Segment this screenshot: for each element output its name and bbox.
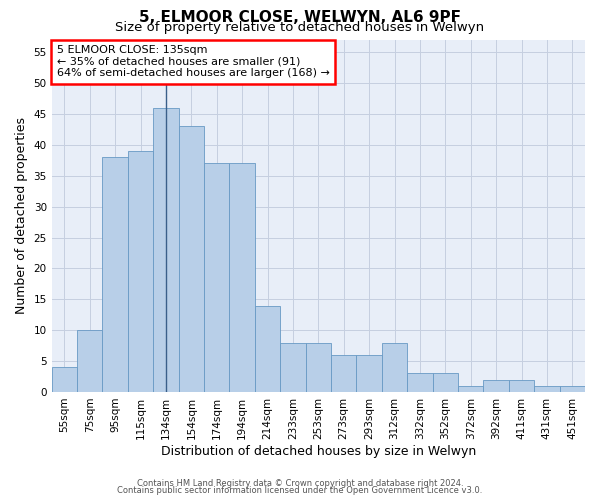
Bar [458,386,484,392]
Bar [484,380,509,392]
Bar [382,342,407,392]
Bar [407,374,433,392]
Bar [433,374,458,392]
Bar [280,342,305,392]
Bar [560,386,585,392]
Text: 5, ELMOOR CLOSE, WELWYN, AL6 9PF: 5, ELMOOR CLOSE, WELWYN, AL6 9PF [139,10,461,25]
Text: Size of property relative to detached houses in Welwyn: Size of property relative to detached ho… [115,22,485,35]
Bar [509,380,534,392]
Bar [179,126,204,392]
Bar [128,151,153,392]
Bar [103,158,128,392]
Bar [305,342,331,392]
Bar [356,355,382,392]
Text: 5 ELMOOR CLOSE: 135sqm
← 35% of detached houses are smaller (91)
64% of semi-det: 5 ELMOOR CLOSE: 135sqm ← 35% of detached… [57,46,330,78]
Bar [77,330,103,392]
Bar [153,108,179,392]
Bar [204,164,229,392]
Bar [331,355,356,392]
X-axis label: Distribution of detached houses by size in Welwyn: Distribution of detached houses by size … [161,444,476,458]
Bar [52,368,77,392]
Bar [255,306,280,392]
Text: Contains HM Land Registry data © Crown copyright and database right 2024.: Contains HM Land Registry data © Crown c… [137,478,463,488]
Y-axis label: Number of detached properties: Number of detached properties [15,118,28,314]
Bar [229,164,255,392]
Bar [534,386,560,392]
Text: Contains public sector information licensed under the Open Government Licence v3: Contains public sector information licen… [118,486,482,495]
